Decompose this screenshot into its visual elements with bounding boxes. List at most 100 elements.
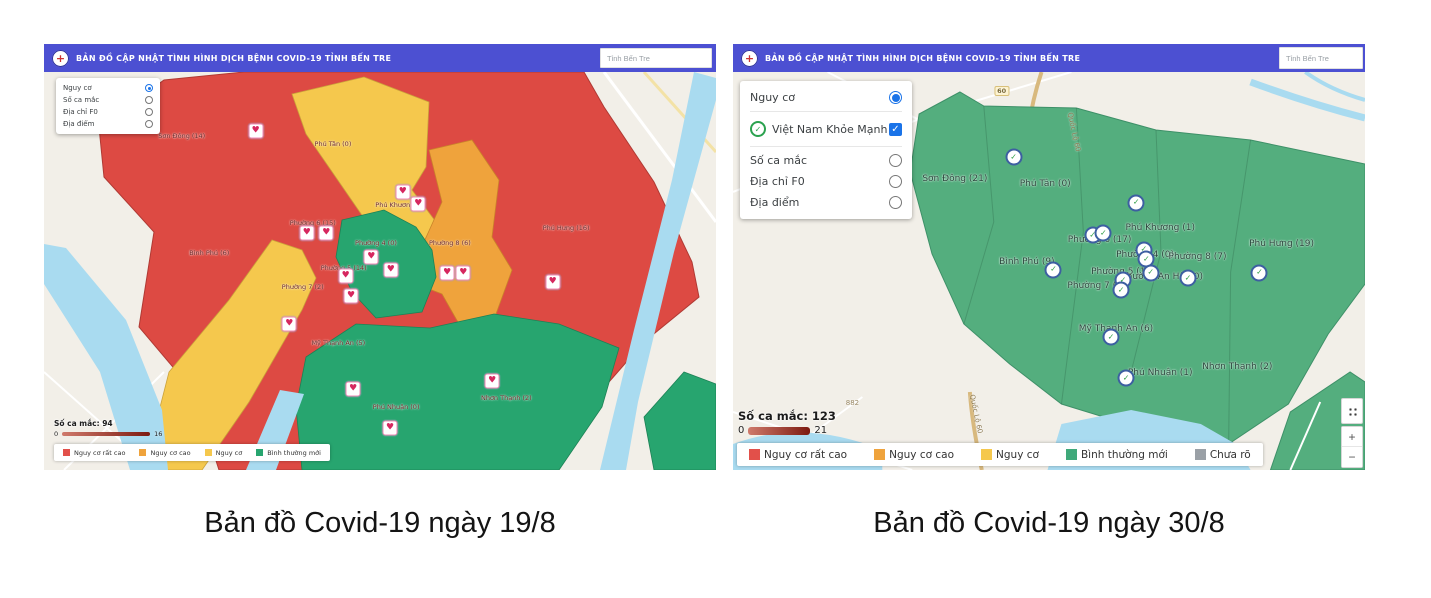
healthy-check-marker[interactable]: ✓ bbox=[1112, 281, 1130, 299]
healthy-check-marker[interactable]: ✓ bbox=[1117, 369, 1135, 387]
radio-button[interactable] bbox=[145, 84, 153, 92]
legend-swatch bbox=[139, 449, 147, 456]
region-label: Phú Khương (1) bbox=[1125, 223, 1195, 234]
region-label: Phường 4 (0) bbox=[355, 239, 397, 248]
legend-swatch bbox=[256, 449, 264, 456]
case-heart-marker[interactable]: ♥ bbox=[363, 249, 379, 265]
region-label: Phường 6 (15) bbox=[289, 218, 336, 227]
legend-item: Nguy cơ bbox=[981, 449, 1039, 461]
radio-button[interactable] bbox=[145, 108, 153, 116]
legend-swatch bbox=[204, 449, 212, 456]
app-logo-icon bbox=[741, 49, 758, 67]
panel-option-label: Số ca mắc bbox=[750, 154, 807, 167]
case-heart-marker[interactable]: ♥ bbox=[545, 274, 561, 290]
panel-option-dia-diem[interactable]: Địa điểm bbox=[63, 118, 153, 130]
cases-scale: 0 16 bbox=[54, 430, 162, 438]
case-heart-marker[interactable]: ♥ bbox=[484, 373, 500, 389]
legend-swatch bbox=[981, 449, 993, 460]
risk-legend: Nguy cơ rất cao Nguy cơ cao Nguy cơ Bình th… bbox=[737, 443, 1263, 466]
case-heart-marker[interactable]: ♥ bbox=[318, 225, 334, 241]
region-label: Sơn Đông (21) bbox=[922, 174, 988, 185]
legend-label: Nguy cơ cao bbox=[150, 448, 191, 457]
legend-label: Nguy cơ rất cao bbox=[764, 448, 848, 461]
case-heart-marker[interactable]: ♥ bbox=[299, 225, 315, 241]
region-label: Sơn Đông (14) bbox=[158, 132, 206, 141]
case-heart-marker[interactable]: ♥ bbox=[395, 184, 411, 200]
legend-item: Bình thường mới bbox=[256, 449, 321, 457]
region-label: Bình Phú (6) bbox=[189, 249, 230, 258]
panel-option-label: Địa điểm bbox=[750, 196, 800, 209]
case-heart-marker[interactable]: ♥ bbox=[410, 196, 426, 212]
legend-item: Chưa rõ bbox=[1194, 449, 1251, 461]
search-input[interactable] bbox=[600, 48, 712, 68]
healthy-check-marker[interactable]: ✓ bbox=[1142, 264, 1160, 282]
zoom-control: + − bbox=[1341, 426, 1363, 468]
legend-swatch bbox=[749, 449, 760, 460]
legend-item: Nguy cơ cao bbox=[139, 448, 191, 457]
map-header: BẢN ĐỒ CẬP NHẬT TÌNH HÌNH DỊCH BỆNH COVI… bbox=[733, 44, 1365, 72]
cases-count-label: Số ca mắc: 94 bbox=[54, 419, 113, 428]
healthy-check-marker[interactable]: ✓ bbox=[1005, 148, 1023, 166]
radio-button[interactable] bbox=[145, 120, 153, 128]
legend-item: Nguy cơ rất cao bbox=[749, 449, 847, 461]
panel-option-viet-nam-khoe-manh[interactable]: ✓Việt Nam Khỏe Mạnh (18)✓ bbox=[750, 111, 902, 143]
legend-label: Nguy cơ cao bbox=[889, 448, 955, 461]
healthy-check-marker[interactable]: ✓ bbox=[1250, 264, 1268, 282]
cases-scale: 0 21 bbox=[738, 425, 836, 436]
healthy-check-marker[interactable]: ✓ bbox=[1094, 224, 1112, 242]
panel-option-label: Địa chỉ F0 bbox=[750, 175, 805, 188]
case-heart-marker[interactable]: ♥ bbox=[383, 262, 399, 278]
caption-30-8: Bản đồ Covid-19 ngày 30/8 bbox=[873, 507, 1225, 539]
case-heart-marker[interactable]: ♥ bbox=[338, 268, 354, 284]
radio-button[interactable] bbox=[889, 196, 902, 209]
legend-label: Bình thường mới bbox=[1080, 448, 1168, 461]
legend-swatch bbox=[1194, 449, 1206, 460]
case-heart-marker[interactable]: ♥ bbox=[455, 265, 471, 281]
zoom-in-button[interactable]: + bbox=[1342, 427, 1362, 447]
map-canvas[interactable]: Nguy cơ Số ca mắc Địa chỉ F0 Địa điểm Số ca… bbox=[44, 72, 716, 470]
legend-swatch bbox=[63, 449, 70, 456]
panel-option-label: Nguy cơ bbox=[63, 84, 92, 92]
panel-option-nguy-co[interactable]: Nguy cơ bbox=[750, 87, 902, 108]
legend-label: Nguy cơ rất cao bbox=[74, 448, 126, 457]
checkbox[interactable]: ✓ bbox=[889, 122, 902, 136]
healthy-check-marker[interactable]: ✓ bbox=[1127, 194, 1145, 212]
map-control-button[interactable] bbox=[1341, 398, 1363, 424]
zoom-out-button[interactable]: − bbox=[1342, 447, 1362, 467]
case-heart-marker[interactable]: ♥ bbox=[281, 316, 297, 332]
region-label: Phường 8 (6) bbox=[428, 239, 471, 248]
radio-button[interactable] bbox=[145, 96, 153, 104]
case-heart-marker[interactable]: ♥ bbox=[439, 265, 455, 281]
panel-option-label: Địa điểm bbox=[63, 120, 95, 128]
panel-option-so-ca-mac[interactable]: Số ca mắc bbox=[750, 146, 902, 171]
case-heart-marker[interactable]: ♥ bbox=[248, 123, 264, 139]
radio-button[interactable] bbox=[889, 175, 902, 188]
panel-option-label: Nguy cơ bbox=[750, 91, 795, 104]
ward-boundaries bbox=[963, 105, 1252, 445]
map-regions bbox=[44, 72, 716, 470]
legend-item: Nguy cơ bbox=[204, 449, 242, 457]
region-label: Nhơn Thạnh (2) bbox=[480, 393, 532, 402]
map-header: BẢN ĐỒ CẬP NHẬT TÌNH HÌNH DỊCH BỆNH COVI… bbox=[44, 44, 716, 72]
panel-option-dia-diem[interactable]: Địa điểm bbox=[750, 192, 902, 213]
radio-button[interactable] bbox=[889, 154, 902, 167]
panel-option-dia-chi-f0[interactable]: Địa chỉ F0 bbox=[63, 106, 153, 118]
panel-option-dia-chi-f0[interactable]: Địa chỉ F0 bbox=[750, 171, 902, 192]
panel-option-so-ca-mac[interactable]: Số ca mắc bbox=[63, 94, 153, 106]
healthy-check-marker[interactable]: ✓ bbox=[1179, 269, 1197, 287]
healthy-check-marker[interactable]: ✓ bbox=[1044, 261, 1062, 279]
region-label: Phú Hưng (16) bbox=[542, 224, 590, 233]
map-canvas[interactable]: Nguy cơ ✓Việt Nam Khỏe Mạnh (18)✓ Số ca mắ… bbox=[733, 72, 1365, 470]
panel-option-nguy-co[interactable]: Nguy cơ bbox=[63, 82, 153, 94]
radio-button[interactable] bbox=[889, 91, 902, 104]
region-label: Phú Nhuận (1) bbox=[1127, 367, 1193, 378]
case-heart-marker[interactable]: ♥ bbox=[345, 381, 361, 397]
case-heart-marker[interactable]: ♥ bbox=[343, 288, 359, 304]
healthy-check-marker[interactable]: ✓ bbox=[1102, 328, 1120, 346]
search-input[interactable] bbox=[1279, 47, 1363, 69]
region-label: Phú Tân (0) bbox=[1019, 178, 1071, 189]
scale-max: 21 bbox=[814, 425, 828, 436]
rivers-thin bbox=[1249, 72, 1365, 122]
scale-max: 16 bbox=[154, 430, 163, 438]
case-heart-marker[interactable]: ♥ bbox=[382, 420, 398, 436]
